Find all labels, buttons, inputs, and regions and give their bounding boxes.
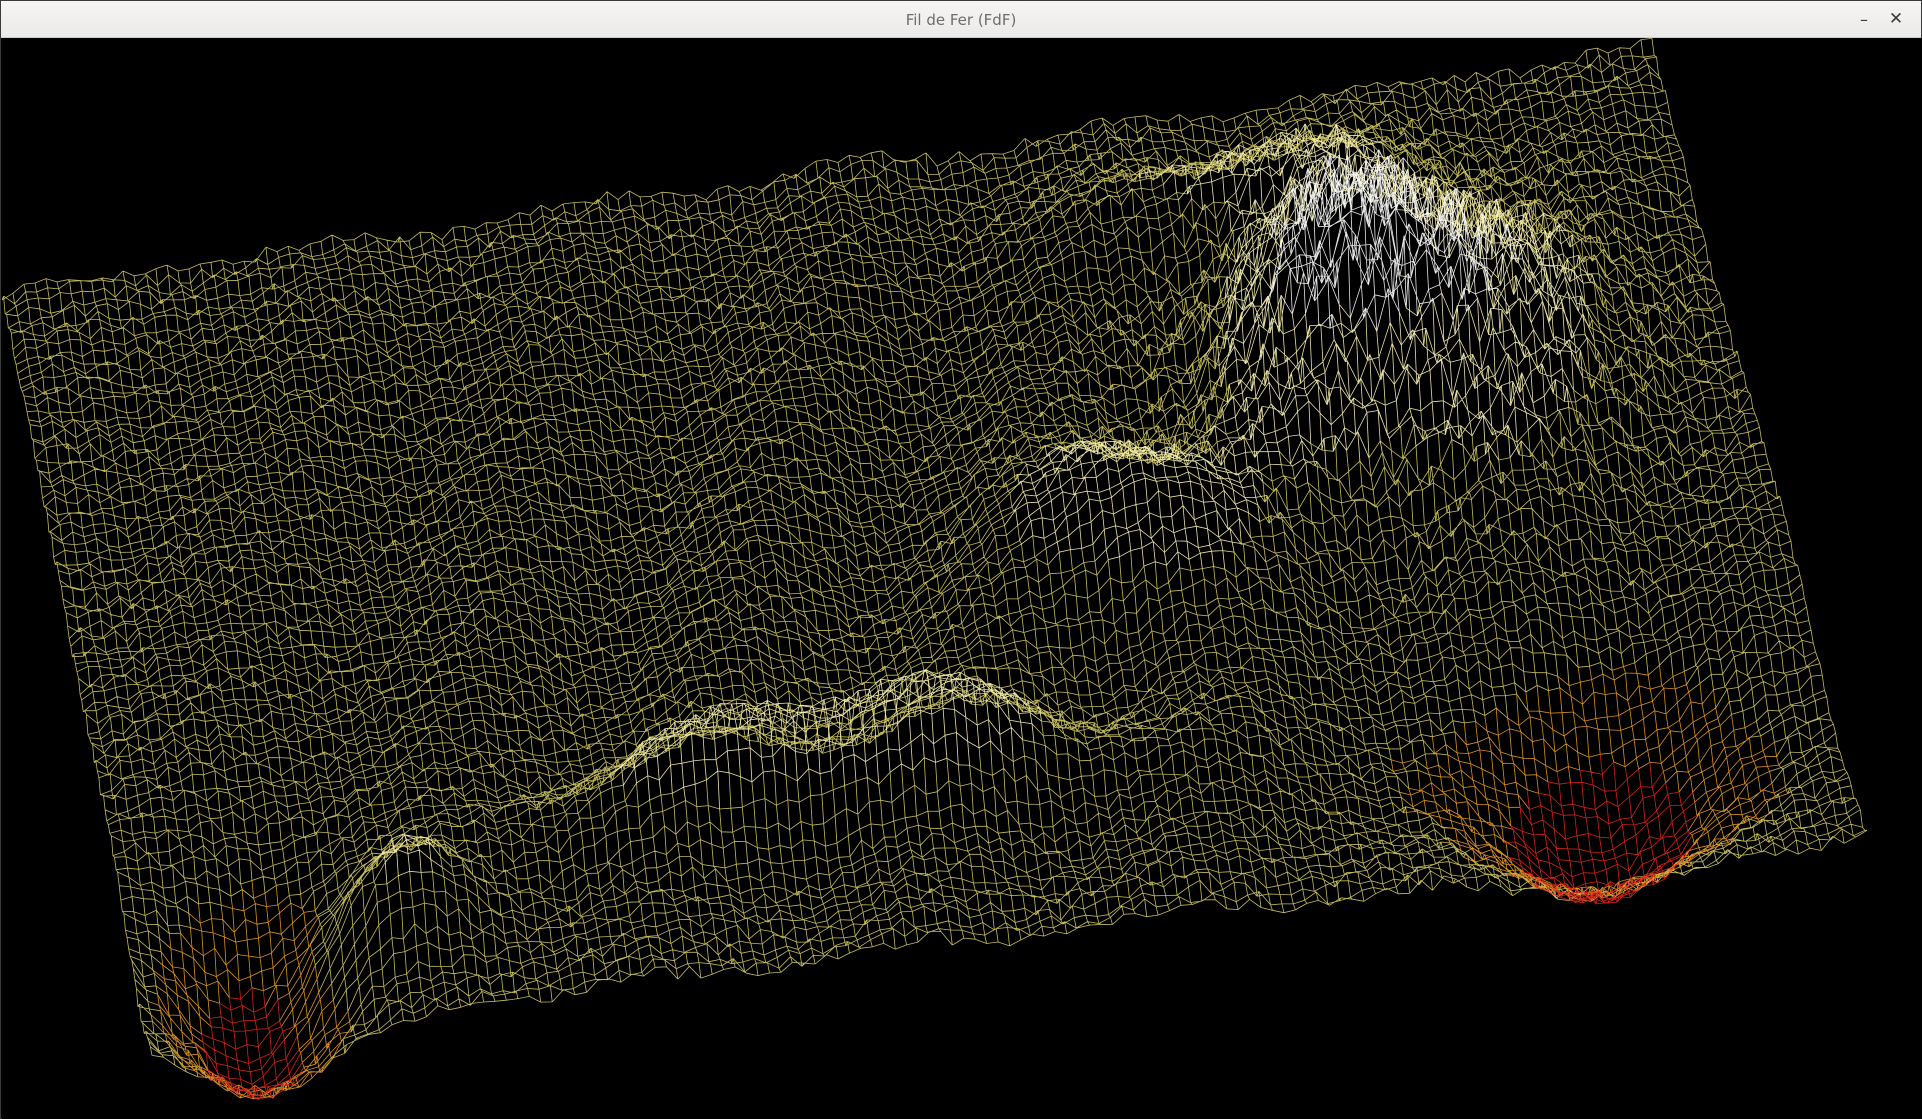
- wire-low-elevation: [193, 754, 1698, 1101]
- wire-high-elevation: [371, 123, 1599, 884]
- minimize-button[interactable]: –: [1849, 5, 1879, 33]
- minimize-icon: –: [1860, 9, 1868, 29]
- wire-mid-elevation: [2, 38, 1868, 1078]
- wire-peak-elevation: [1265, 149, 1524, 340]
- wireframe-render: [2, 38, 1868, 1101]
- close-button[interactable]: ✕: [1881, 5, 1911, 33]
- wire-mid-low-elevation: [147, 662, 1789, 1100]
- window-title: Fil de Fer (FdF): [905, 11, 1017, 29]
- close-icon: ✕: [1888, 9, 1904, 29]
- wireframe-viewport[interactable]: [2, 38, 1922, 1119]
- title-bar[interactable]: Fil de Fer (FdF) – ✕: [1, 1, 1921, 38]
